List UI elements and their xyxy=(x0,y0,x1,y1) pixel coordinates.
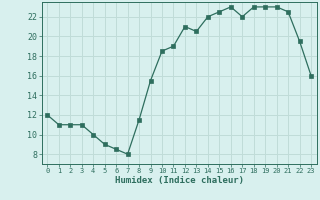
X-axis label: Humidex (Indice chaleur): Humidex (Indice chaleur) xyxy=(115,176,244,185)
